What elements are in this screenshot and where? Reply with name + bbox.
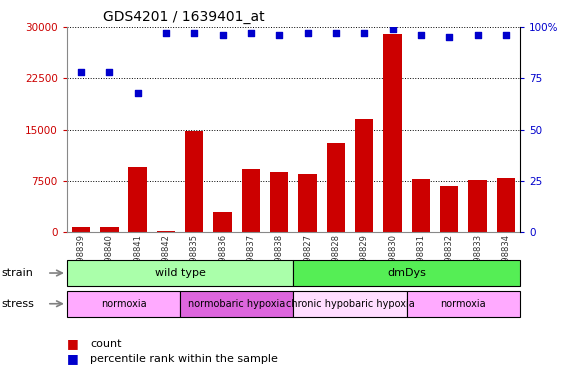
Point	[218, 32, 227, 38]
Text: percentile rank within the sample: percentile rank within the sample	[90, 354, 278, 364]
Point	[189, 30, 199, 36]
Point	[133, 89, 142, 96]
Text: wild type: wild type	[155, 268, 206, 278]
Text: normobaric hypoxia: normobaric hypoxia	[188, 299, 285, 309]
Bar	[180, 291, 293, 317]
Point	[331, 30, 340, 36]
Point	[275, 32, 284, 38]
Bar	[213, 212, 232, 232]
Bar	[270, 172, 288, 232]
Point	[416, 32, 425, 38]
Bar	[383, 34, 401, 232]
Point	[360, 30, 369, 36]
Bar	[468, 180, 487, 232]
Bar	[185, 131, 203, 232]
Bar	[242, 169, 260, 232]
Bar	[355, 119, 374, 232]
Point	[76, 69, 85, 75]
Text: normoxia: normoxia	[440, 299, 486, 309]
Point	[388, 26, 397, 32]
Text: ■: ■	[67, 337, 78, 350]
Point	[444, 34, 454, 40]
Bar	[412, 179, 430, 232]
Point	[246, 30, 256, 36]
Point	[105, 69, 114, 75]
Bar	[157, 231, 175, 232]
Bar	[67, 260, 293, 286]
Text: GDS4201 / 1639401_at: GDS4201 / 1639401_at	[103, 10, 265, 25]
Text: chronic hypobaric hypoxia: chronic hypobaric hypoxia	[286, 299, 414, 309]
Text: normoxia: normoxia	[101, 299, 146, 309]
Bar	[72, 227, 90, 232]
Point	[162, 30, 171, 36]
Bar	[293, 291, 407, 317]
Bar	[440, 186, 458, 232]
Bar	[299, 174, 317, 232]
Bar	[497, 177, 515, 232]
Bar	[128, 167, 147, 232]
Text: ■: ■	[67, 353, 78, 366]
Point	[303, 30, 312, 36]
Text: dmDys: dmDys	[388, 268, 426, 278]
Bar	[67, 291, 180, 317]
Text: stress: stress	[1, 299, 34, 309]
Bar	[327, 143, 345, 232]
Text: count: count	[90, 339, 121, 349]
Point	[473, 32, 482, 38]
Bar	[100, 227, 119, 232]
Text: strain: strain	[1, 268, 33, 278]
Bar	[293, 260, 520, 286]
Bar	[407, 291, 520, 317]
Point	[501, 32, 511, 38]
